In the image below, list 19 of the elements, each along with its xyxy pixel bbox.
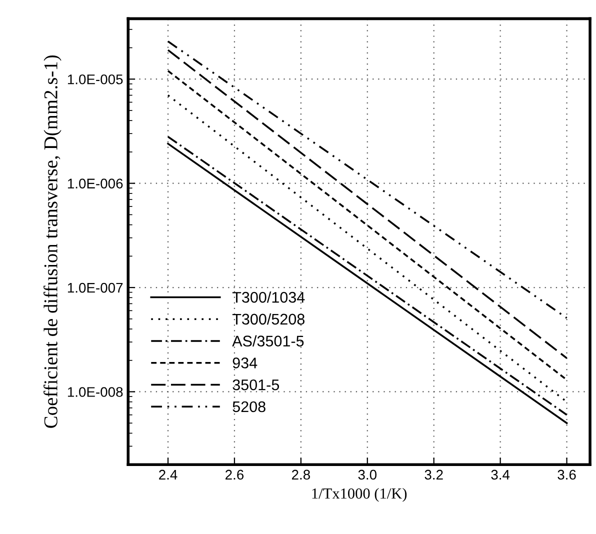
legend-label: 5208 (232, 401, 266, 412)
x-tick-label: 3.6 (558, 470, 576, 480)
x-tick-label: 3.0 (358, 470, 377, 480)
legend-label: 3501-5 (232, 379, 280, 390)
legend-label: 934 (232, 358, 258, 368)
y-tick-label: 1.0E-005 (68, 74, 123, 84)
y-tick-label: 1.0E-007 (68, 282, 123, 293)
x-tick-label: 3.2 (424, 470, 443, 480)
legend-label: AS/3501-5 (232, 335, 304, 346)
x-tick-label: 2.4 (159, 470, 178, 480)
x-tick-label: 2.8 (292, 470, 310, 480)
y-axis-title: Coefficient de diffusion transverse, D(mm2.s-1) (44, 55, 62, 428)
legend-label: T300/1034 (232, 292, 305, 303)
legend-label: T300/5208 (232, 313, 304, 325)
y-tick-label: 1.0E-008 (68, 387, 123, 397)
x-tick-label: 3.4 (491, 470, 510, 480)
y-tick-label: 1.0E-006 (68, 178, 123, 188)
x-axis-title: 1/Tx1000 (1/K) (312, 488, 407, 502)
x-tick-label: 2.6 (226, 470, 244, 480)
